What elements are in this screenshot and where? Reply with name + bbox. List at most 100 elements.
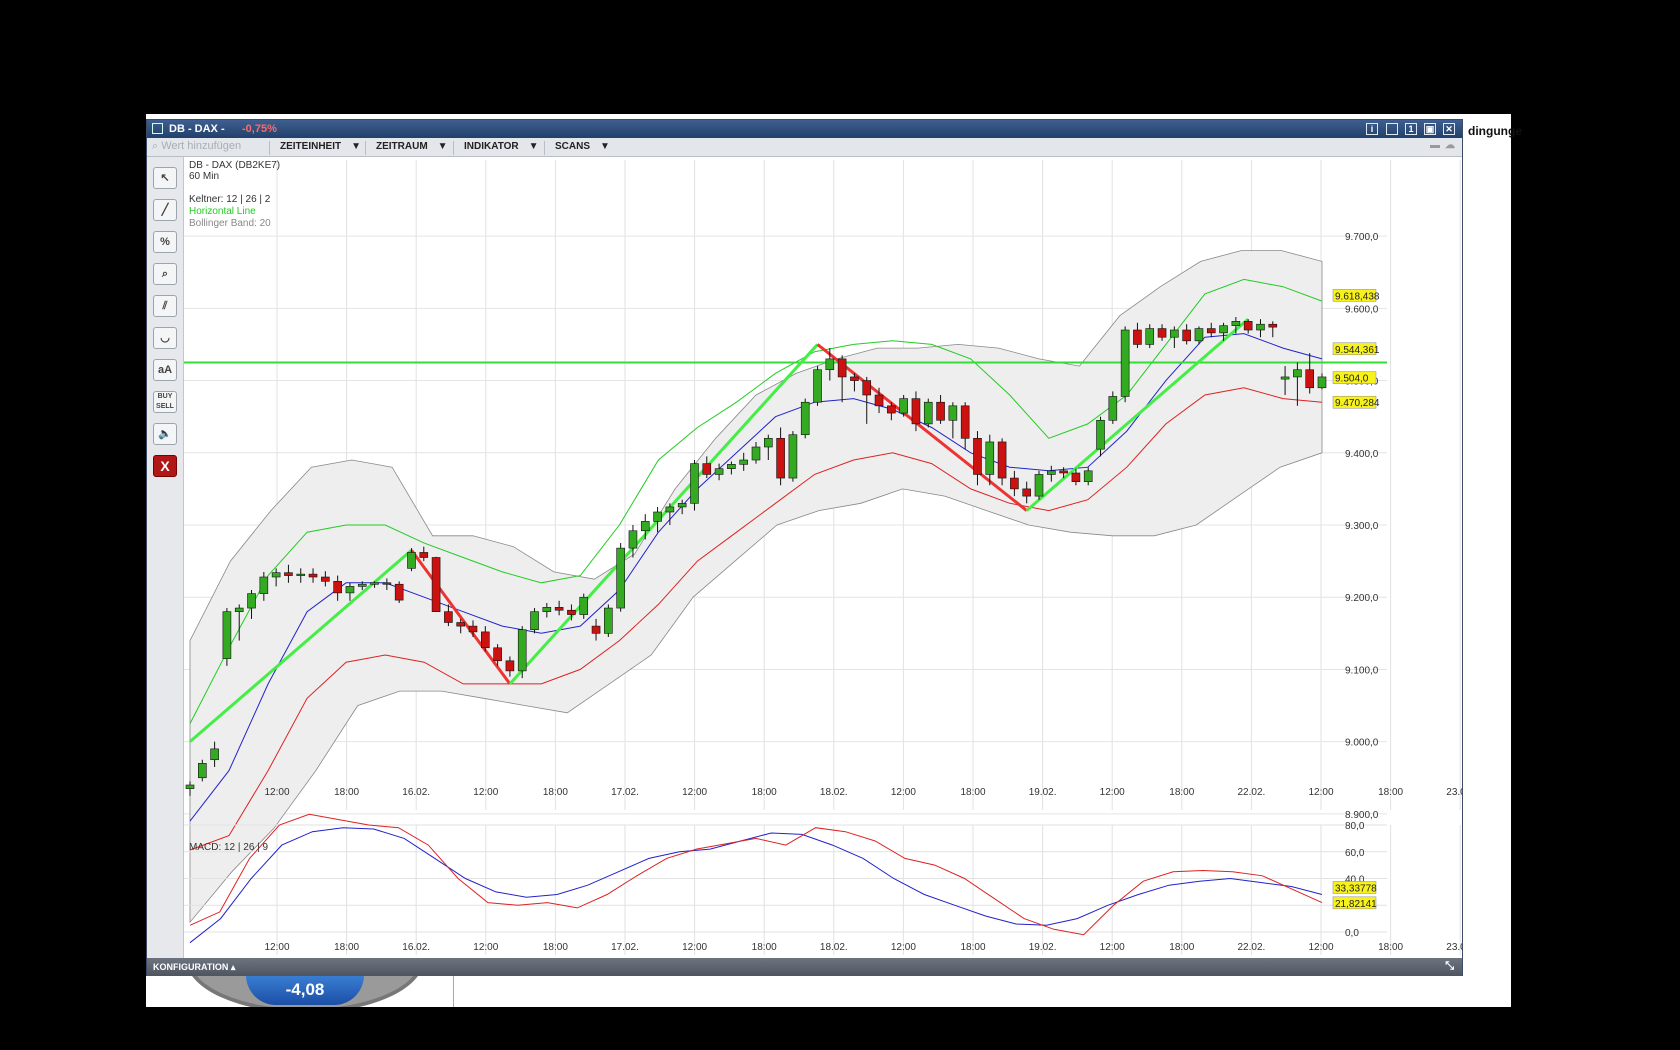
price-chart[interactable]: 9.700,09.600,09.500,09.400,09.300,09.200… — [147, 120, 1462, 958]
text-icon[interactable]: aA — [153, 359, 177, 381]
time-axis-label: 12:00 — [891, 787, 916, 798]
candle — [751, 446, 761, 461]
menu-scans[interactable]: SCANS ▼ — [544, 141, 610, 155]
candle — [1034, 474, 1044, 497]
macd-time-axis-label: 18:00 — [960, 942, 985, 953]
info-icon[interactable]: i — [1366, 123, 1378, 135]
background-page-text: dingunge — [1468, 124, 1522, 138]
macd-time-axis-label: 12:00 — [1308, 942, 1333, 953]
candle — [887, 405, 896, 414]
menu-zeiteinheit[interactable]: ZEITEINHEIT ▼ — [269, 141, 361, 155]
candle — [1071, 472, 1081, 482]
macd-time-axis-label: 18:00 — [1169, 942, 1194, 953]
time-axis-label: 18.02. — [820, 787, 848, 798]
candle — [517, 629, 527, 672]
delete-icon[interactable]: X — [153, 455, 177, 477]
candle — [776, 438, 785, 479]
close-icon[interactable]: ✕ — [1443, 123, 1455, 135]
candle — [505, 660, 515, 672]
candle — [185, 784, 195, 789]
price-axis-label: 9.100,0 — [1345, 665, 1379, 676]
price-axis-label: 9.200,0 — [1345, 593, 1379, 604]
sound-icon[interactable]: 🔈 — [153, 423, 177, 445]
price-axis-label: 8.900,0 — [1345, 810, 1379, 821]
candle — [493, 647, 502, 662]
window-titlebar[interactable]: DB - DAX - -0,75% i 1 ▣ ✕ — [147, 120, 1462, 138]
buy-sell-icon[interactable]: BUY SELL — [153, 391, 177, 413]
candle — [1047, 470, 1056, 475]
window-number-icon[interactable]: 1 — [1405, 123, 1417, 135]
candle — [1231, 321, 1241, 326]
legend-keltner: Keltner: 12 | 26 | 2 — [189, 194, 271, 205]
candle — [874, 394, 884, 407]
macd-tag-box — [1332, 881, 1377, 894]
macd-axis-label: 60,0 — [1345, 848, 1365, 859]
candle — [198, 763, 207, 779]
cloud-icon[interactable]: ☁ — [1445, 140, 1455, 151]
time-axis-label: 17.02. — [611, 787, 639, 798]
candle — [1170, 329, 1179, 338]
candle — [554, 607, 564, 611]
candle — [973, 438, 982, 475]
legend-bollinger: Bollinger Band: 20 — [189, 218, 271, 229]
candle — [936, 401, 945, 421]
time-axis-label: 18:00 — [334, 787, 359, 798]
candle — [985, 441, 995, 475]
trend-line-up — [508, 343, 819, 685]
price-axis-label: 9.600,0 — [1345, 304, 1379, 315]
candle — [714, 468, 724, 475]
macd-time-axis-label: 19.02. — [1029, 942, 1057, 953]
macd-tag: 21,82141 — [1335, 899, 1377, 910]
parallel-lines-icon[interactable]: ⫽ — [153, 295, 177, 317]
window-restore-icon[interactable] — [1386, 123, 1398, 135]
candle — [1280, 376, 1290, 380]
candle — [764, 438, 773, 448]
config-bar[interactable]: KONFIGURATION ▴ ⤡ — [147, 958, 1462, 976]
time-axis-label: 18:00 — [1169, 787, 1194, 798]
candle — [948, 405, 958, 421]
candle — [357, 583, 367, 587]
macd-time-axis-label: 22.02. — [1237, 942, 1265, 953]
candle — [727, 464, 736, 469]
window-title: DB - DAX - — [169, 123, 225, 135]
legend-instrument: DB - DAX (DB2KE7) — [189, 160, 280, 171]
percent-icon[interactable]: % — [153, 231, 177, 253]
price-tag-box — [1332, 371, 1377, 384]
macd-time-axis-label: 18:00 — [334, 942, 359, 953]
pointer-icon[interactable]: ↖ — [153, 167, 177, 189]
macd-axis-label: 0,0 — [1345, 928, 1359, 939]
candle — [1219, 325, 1228, 334]
candle — [640, 521, 650, 532]
legend-macd: MACD: 12 | 26 | 9 — [189, 842, 269, 853]
folder-icon[interactable]: ▬ — [1430, 140, 1440, 151]
candle — [911, 398, 921, 425]
price-tag: 9.470,284 — [1335, 398, 1380, 409]
candle — [308, 573, 318, 578]
time-axis-label: 22.02. — [1237, 787, 1265, 798]
time-axis-label: 12:00 — [264, 787, 289, 798]
price-axis-label: 9.400,0 — [1345, 449, 1379, 460]
candle — [419, 552, 429, 558]
macd-signal-line — [189, 827, 1323, 944]
candle — [825, 358, 835, 371]
chart-icon — [152, 123, 163, 134]
candle — [1120, 329, 1130, 397]
candle — [960, 405, 970, 439]
resize-icon[interactable]: ⤡ — [1445, 960, 1454, 972]
legend-interval: 60 Min — [189, 171, 219, 182]
candle — [1293, 369, 1302, 378]
menu-indikator[interactable]: INDIKATOR ▼ — [453, 141, 539, 155]
window-maximize-icon[interactable]: ▣ — [1424, 123, 1436, 135]
keltner-upper-line — [189, 278, 1323, 724]
menu-zeitraum[interactable]: ZEITRAUM ▼ — [365, 141, 448, 155]
zoom-icon[interactable]: ⌕ — [153, 263, 177, 285]
candle — [345, 586, 355, 594]
add-value-input[interactable]: ⌕ Wert hinzufügen — [152, 140, 242, 152]
keltner-lower-line — [189, 387, 1323, 851]
line-icon[interactable]: ╱ — [153, 199, 177, 221]
candle — [382, 582, 392, 585]
time-axis-label: 12:00 — [1100, 787, 1125, 798]
curve-icon[interactable]: ◡ — [153, 327, 177, 349]
legend-horizontal-line: Horizontal Line — [189, 206, 256, 217]
candle — [997, 441, 1007, 479]
